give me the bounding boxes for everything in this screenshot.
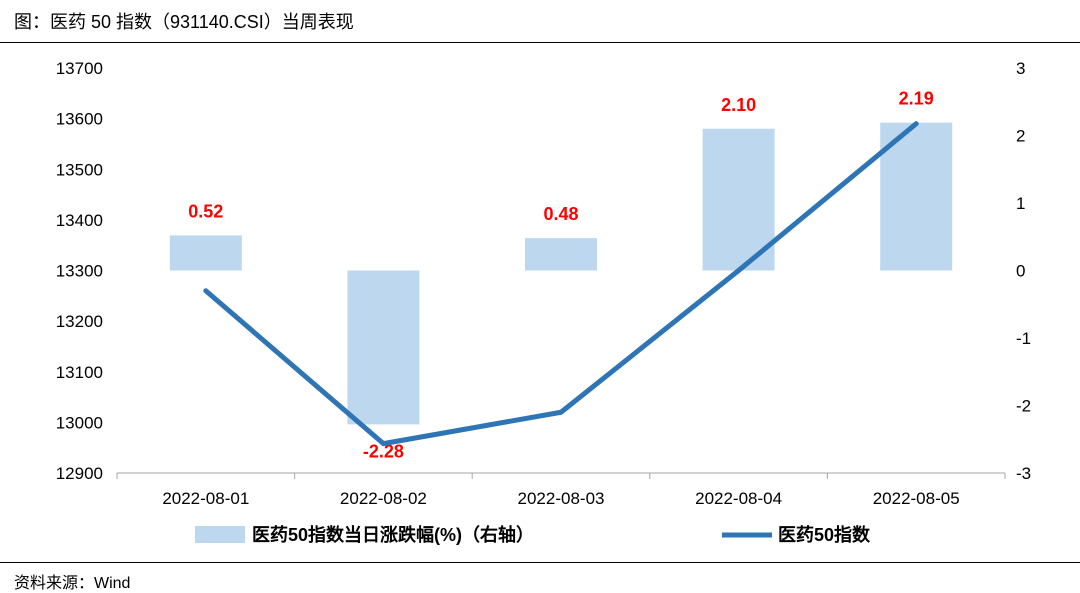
bar-data-label: 0.52 [188, 201, 223, 221]
legend-label-line: 医药50指数 [778, 524, 871, 545]
bar [702, 128, 775, 271]
index-line [203, 121, 919, 447]
left-tick-label: 12900 [56, 464, 103, 483]
right-tick-label: 3 [1016, 59, 1025, 78]
x-tick-label: 2022-08-02 [340, 489, 427, 508]
left-tick-label: 13700 [56, 59, 103, 78]
bottom-rule [0, 562, 1080, 563]
x-tick-label: 2022-08-05 [873, 489, 960, 508]
right-tick-label: 0 [1016, 262, 1025, 281]
right-tick-label: -3 [1016, 464, 1031, 483]
right-tick-label: -1 [1016, 329, 1031, 348]
bar [880, 122, 953, 271]
left-tick-label: 13600 [56, 110, 103, 129]
left-tick-label: 13200 [56, 312, 103, 331]
x-tick-label: 2022-08-04 [695, 489, 782, 508]
left-tick-label: 13500 [56, 160, 103, 179]
source-note: 资料来源：Wind [14, 575, 131, 592]
left-tick-label: 13000 [56, 413, 103, 432]
bar-data-label: -2.28 [363, 441, 404, 461]
legend-swatch-bar [195, 526, 245, 543]
left-tick-label: 13400 [56, 211, 103, 230]
chart-title: 图：医药 50 指数（931140.CSI）当周表现 [14, 12, 354, 32]
bar [169, 235, 242, 271]
x-tick-label: 2022-08-01 [162, 489, 249, 508]
left-tick-label: 13100 [56, 363, 103, 382]
legend-label-bar: 医药50指数当日涨跌幅(%)（右轴） [252, 524, 534, 545]
bar [525, 238, 597, 271]
right-tick-label: -2 [1016, 397, 1031, 416]
bar-data-label: 2.19 [899, 89, 934, 109]
right-tick-label: 2 [1016, 127, 1025, 146]
bar-data-label: 2.10 [721, 95, 756, 115]
bar-data-label: 0.48 [543, 204, 578, 224]
left-tick-label: 13300 [56, 262, 103, 281]
top-rule [0, 42, 1080, 43]
x-tick-label: 2022-08-03 [518, 489, 605, 508]
right-tick-label: 1 [1016, 194, 1025, 213]
bar [347, 270, 420, 425]
